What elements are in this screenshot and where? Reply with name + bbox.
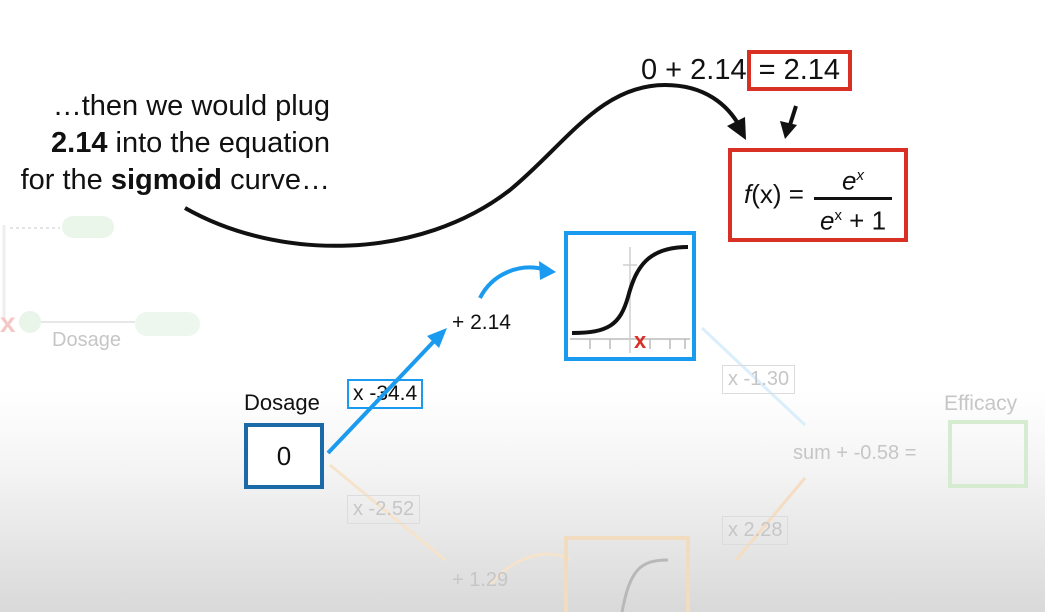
faded-arrow-out-bottom (734, 477, 807, 561)
faded-bottom-sigmoid (620, 558, 669, 612)
faded-bias-bottom: + 1.29 (452, 569, 509, 591)
caption-line-3: for the sigmoid curve… (20, 164, 330, 196)
input-to-bias-arrowhead (427, 328, 447, 348)
sigmoid-input-marker: x (634, 328, 647, 353)
formula-denominator: ex + 1 (819, 205, 887, 236)
faded-pill (135, 312, 200, 336)
faded-red-x: x (0, 307, 16, 338)
caption-sigmoid-word: sigmoid (110, 164, 223, 196)
faded-weight-bottom: x -2.52 (347, 495, 421, 524)
sigmoid-formula-box: f(x) = ex ex + 1 (728, 148, 908, 242)
caption-line-1: …then we would plug (52, 90, 330, 122)
faded-output-box (948, 420, 1028, 488)
sum-equation: 0 + 2.14 = 2.14 (641, 50, 853, 91)
sigmoid-curve (571, 245, 689, 335)
narration-caption: …then we would plug 2.14 into the equati… (0, 88, 330, 199)
bias-to-activation-arrow (478, 265, 547, 299)
faded-arrow-out-top (700, 326, 807, 427)
input-label: Dosage (244, 390, 320, 415)
caption-to-formula-arrow (184, 82, 742, 248)
bias-to-activation-arrowhead (539, 261, 556, 280)
input-to-bias-arrow (326, 335, 440, 455)
faded-output-label: Efficacy (944, 392, 1018, 415)
sum-equation-left: 0 + 2.14 (641, 54, 747, 86)
formula-numerator: ex (842, 165, 864, 196)
sigmoid-activation-box: x (564, 231, 696, 361)
faded-arrow-bias-bottom (488, 552, 571, 586)
faded-dot (19, 311, 41, 333)
caption-value: 2.14 (51, 127, 108, 159)
formula-lhs: f(x) = (744, 179, 804, 209)
faded-arrow-in-bottom (329, 463, 446, 562)
sigmoid-plot: x (570, 245, 690, 353)
sum-equation-result-box: = 2.14 (746, 50, 853, 91)
bias-label-top: + 2.14 (452, 311, 511, 334)
faded-axis-label: Dosage (52, 329, 121, 351)
faded-bottom-activation-box (564, 536, 690, 612)
caption-line-2: 2.14 into the equation (51, 127, 330, 159)
faded-weight-out-bottom: x 2.28 (722, 516, 789, 545)
formula-fraction: ex ex + 1 (814, 162, 892, 234)
caption-to-formula-arrowhead (727, 117, 746, 140)
fraction-bar (814, 196, 892, 200)
input-node: 0 (244, 423, 324, 489)
faded-weight-out-top: x -1.30 (722, 365, 796, 394)
result-to-formula-arrowhead (780, 121, 797, 139)
faded-pill (62, 216, 114, 238)
faded-sum-label: sum + -0.58 = (793, 442, 917, 464)
